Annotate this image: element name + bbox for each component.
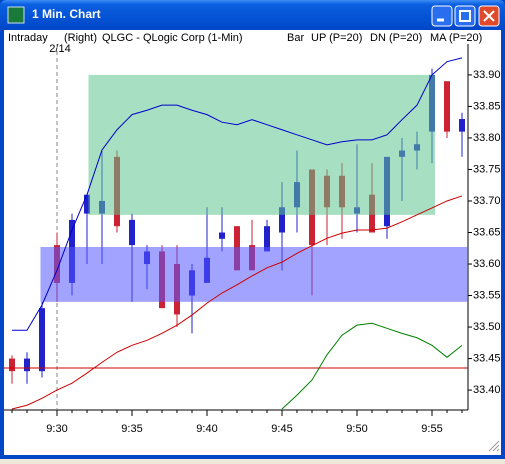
candle-body [129,219,135,246]
y-tick-label: 33.65 [473,226,501,238]
candle-body [84,194,90,214]
x-tick-label: 9:40 [196,423,217,435]
candle-body [9,358,15,372]
legend-entry: MA (P=20) [430,32,482,44]
minimize-button[interactable] [431,5,453,27]
y-tick-label: 33.45 [473,352,501,364]
scale-label: (Right) [64,32,97,44]
y-tick-label: 33.50 [473,321,501,333]
price-zone [88,74,435,215]
window-title: 1 Min. Chart [32,7,101,21]
y-tick-label: 33.40 [473,384,501,396]
legend-bar: Bar [287,32,304,44]
indicator-line [281,322,463,410]
x-tick-label: 9:30 [46,423,67,435]
date-marker-label: 2/14 [49,43,70,55]
candle-body [219,232,225,239]
x-tick-label: 9:45 [271,423,292,435]
y-tick-label: 33.80 [473,132,501,144]
candle-body [444,81,450,132]
x-tick-label: 9:55 [421,423,442,435]
symbol-label: QLGC - QLogic Corp (1-Min) [102,32,243,44]
candle-body [39,308,45,372]
maximize-icon [459,10,471,22]
axes: 33.40 33.45 33.50 33.55 33.60 33.65 33.70 33.75… [11,69,501,435]
close-icon [483,10,495,22]
x-tick-label: 9:50 [346,423,367,435]
legend-entry: UP (P=20) [311,32,362,44]
plot-area [4,44,468,410]
legend-entry: DN (P=20) [370,32,422,44]
y-tick-label: 33.85 [473,100,501,112]
maximize-button[interactable] [454,5,476,27]
y-tick-label: 33.90 [473,69,501,81]
y-tick-label: 33.70 [473,195,501,207]
y-tick-label: 33.55 [473,289,501,301]
resize-grip [488,440,500,452]
header: Intraday (Right) QLGC - QLogic Corp (1-M… [8,32,482,55]
title-bar [0,0,505,30]
candle-body [459,119,465,132]
indicator-line [12,57,463,331]
y-tick-label: 33.60 [473,258,501,270]
candle-body [24,358,30,372]
x-tick-label: 9:35 [121,423,142,435]
window-icon [7,6,25,24]
y-tick-label: 33.75 [473,163,501,175]
mode-label: Intraday [8,32,48,44]
candle-body [279,207,285,233]
indicator-line [11,195,463,410]
candle-body [264,226,270,252]
